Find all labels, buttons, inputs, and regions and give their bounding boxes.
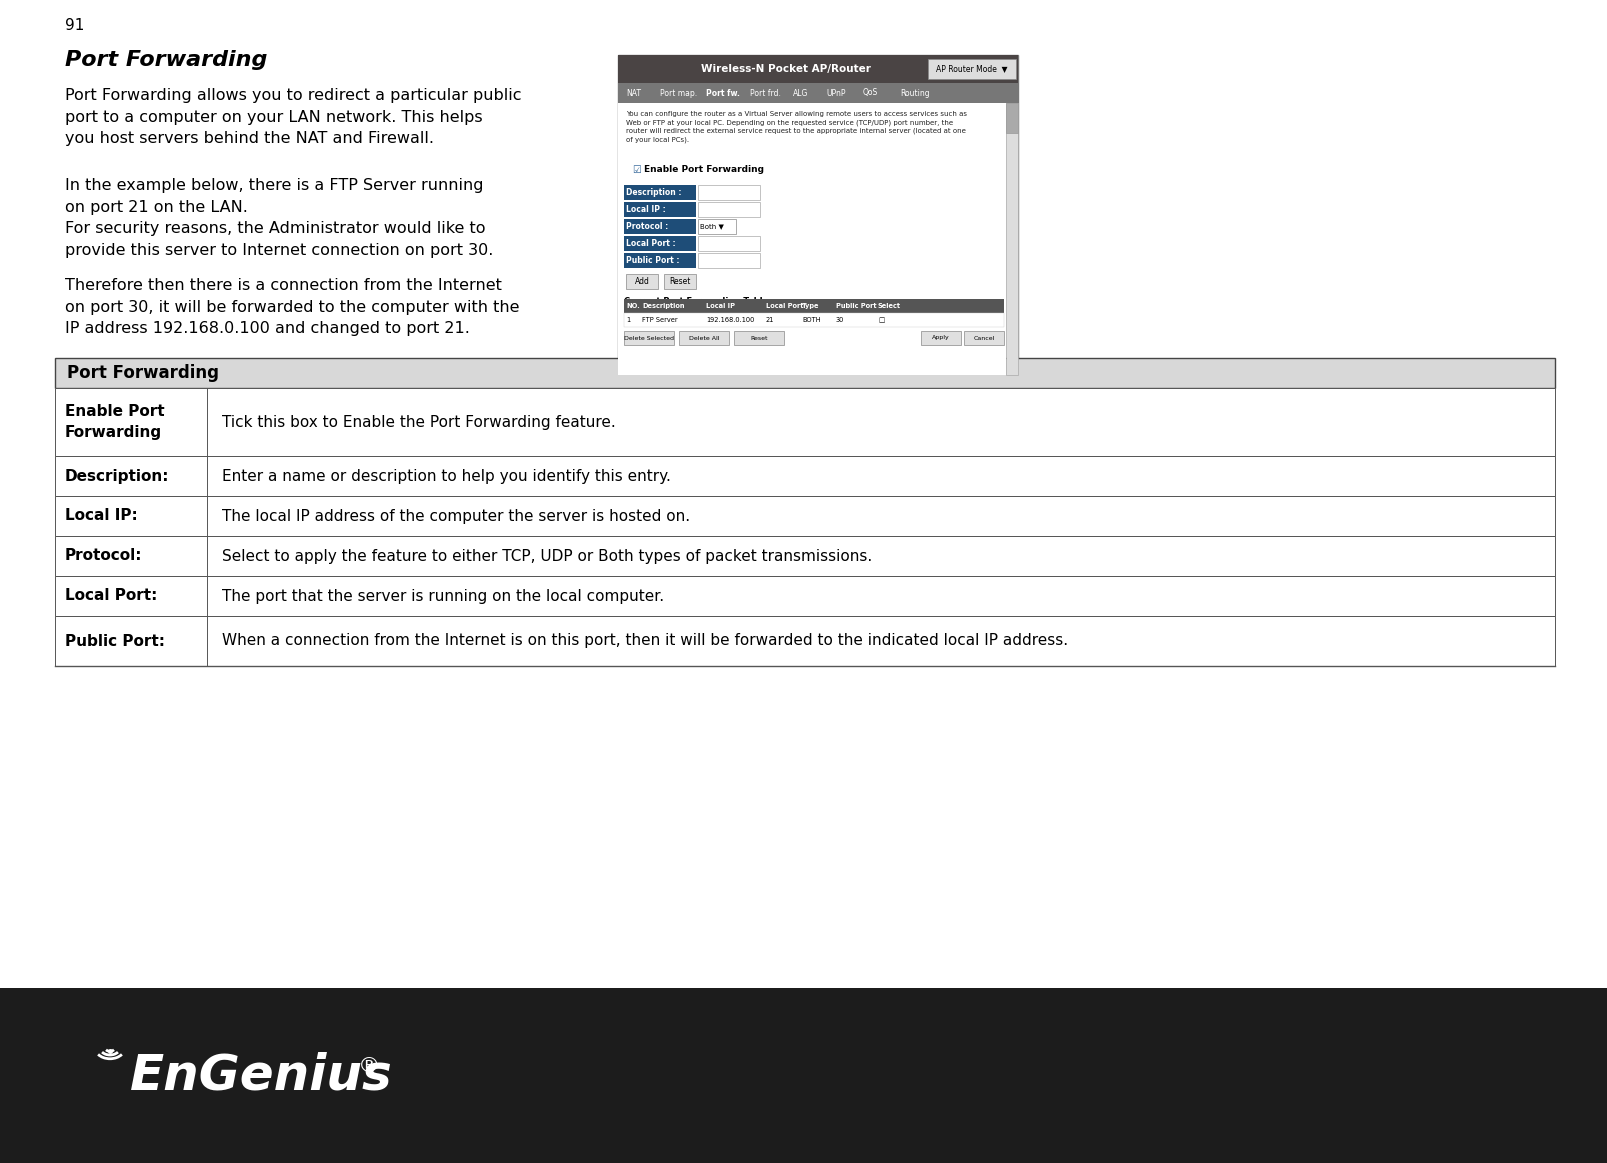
Bar xyxy=(55,536,1556,576)
Bar xyxy=(927,59,1016,79)
Bar xyxy=(921,331,961,345)
Bar xyxy=(55,358,1556,388)
Text: Routing: Routing xyxy=(900,88,929,98)
Text: Port frd.: Port frd. xyxy=(750,88,781,98)
Bar xyxy=(619,104,1006,374)
Text: 21: 21 xyxy=(767,317,775,323)
Bar xyxy=(619,55,1017,83)
Bar xyxy=(55,616,1556,666)
Text: 1: 1 xyxy=(627,317,630,323)
Text: Type: Type xyxy=(802,304,820,309)
Text: UPnP: UPnP xyxy=(826,88,845,98)
Text: FTP Server: FTP Server xyxy=(643,317,678,323)
Text: Description:: Description: xyxy=(64,469,169,484)
Bar xyxy=(964,331,1004,345)
Text: 91: 91 xyxy=(64,17,85,33)
Bar xyxy=(697,254,760,267)
Bar xyxy=(55,456,1556,495)
Bar xyxy=(55,576,1556,616)
Text: Public Port :: Public Port : xyxy=(627,256,680,265)
Text: Reset: Reset xyxy=(669,277,691,286)
Text: In the example below, there is a FTP Server running
on port 21 on the LAN.
For s: In the example below, there is a FTP Ser… xyxy=(64,178,493,258)
Text: Public Port: Public Port xyxy=(836,304,876,309)
Text: QoS: QoS xyxy=(863,88,879,98)
Text: ☑: ☑ xyxy=(632,165,641,174)
Text: EnGenius: EnGenius xyxy=(130,1051,392,1099)
Text: Local Port:: Local Port: xyxy=(64,588,157,604)
Text: Port map.: Port map. xyxy=(660,88,697,98)
Text: ALG: ALG xyxy=(792,88,808,98)
Bar xyxy=(1006,104,1017,374)
Bar xyxy=(624,219,696,234)
Text: AP Router Mode  ▼: AP Router Mode ▼ xyxy=(937,64,1008,73)
Bar xyxy=(624,236,696,251)
Text: ®: ® xyxy=(358,1056,381,1076)
Text: Local IP: Local IP xyxy=(705,304,734,309)
Text: The port that the server is running on the local computer.: The port that the server is running on t… xyxy=(222,588,664,604)
Text: NO.: NO. xyxy=(627,304,640,309)
Bar xyxy=(624,299,1004,313)
Bar xyxy=(697,185,760,200)
Text: Port Forwarding: Port Forwarding xyxy=(67,364,219,381)
Bar xyxy=(697,236,760,251)
Text: Delete All: Delete All xyxy=(689,335,720,341)
Text: Local Port: Local Port xyxy=(767,304,804,309)
Text: Apply: Apply xyxy=(932,335,950,341)
Text: You can configure the router as a Virtual Server allowing remote users to access: You can configure the router as a Virtua… xyxy=(627,110,967,143)
Text: Port Forwarding: Port Forwarding xyxy=(64,50,267,70)
Text: Description :: Description : xyxy=(627,188,681,197)
Text: Both ▼: Both ▼ xyxy=(701,223,723,229)
Text: Delete Selected: Delete Selected xyxy=(624,335,673,341)
Bar xyxy=(0,989,1607,1163)
Text: Enable Port Forwarding: Enable Port Forwarding xyxy=(644,165,763,174)
Text: 30: 30 xyxy=(836,317,844,323)
Bar xyxy=(624,313,1004,327)
Text: Description: Description xyxy=(643,304,685,309)
Text: Protocol :: Protocol : xyxy=(627,222,669,231)
Text: Enter a name or description to help you identify this entry.: Enter a name or description to help you … xyxy=(222,469,670,484)
Bar xyxy=(1006,104,1017,133)
Text: Add: Add xyxy=(635,277,649,286)
Bar xyxy=(627,274,657,288)
Bar xyxy=(734,331,784,345)
Text: Cancel: Cancel xyxy=(974,335,995,341)
Text: Port fw.: Port fw. xyxy=(705,88,739,98)
Bar xyxy=(619,83,1017,104)
Bar xyxy=(624,185,696,200)
Text: Therefore then there is a connection from the Internet
on port 30, it will be fo: Therefore then there is a connection fro… xyxy=(64,278,519,336)
Bar xyxy=(680,331,730,345)
Bar xyxy=(624,202,696,217)
Bar xyxy=(624,331,673,345)
Text: When a connection from the Internet is on this port, then it will be forwarded t: When a connection from the Internet is o… xyxy=(222,634,1069,649)
Text: Wireless-N Pocket AP/Router: Wireless-N Pocket AP/Router xyxy=(701,64,871,74)
Bar xyxy=(55,388,1556,456)
Bar xyxy=(619,55,1017,374)
Text: Reset: Reset xyxy=(750,335,768,341)
Text: Select: Select xyxy=(877,304,902,309)
Text: □: □ xyxy=(877,317,884,323)
Bar xyxy=(664,274,696,288)
Bar xyxy=(697,202,760,217)
Text: Tick this box to Enable the Port Forwarding feature.: Tick this box to Enable the Port Forward… xyxy=(222,414,615,429)
Text: Local IP:: Local IP: xyxy=(64,508,138,523)
Text: BOTH: BOTH xyxy=(802,317,821,323)
Text: Public Port:: Public Port: xyxy=(64,634,166,649)
Text: Enable Port
Forwarding: Enable Port Forwarding xyxy=(64,404,164,440)
Text: Port Forwarding allows you to redirect a particular public
port to a computer on: Port Forwarding allows you to redirect a… xyxy=(64,88,522,147)
Text: Current Port Forwarding Table :: Current Port Forwarding Table : xyxy=(624,297,775,306)
Text: NAT: NAT xyxy=(627,88,641,98)
Text: Local Port :: Local Port : xyxy=(627,240,675,248)
Bar xyxy=(697,219,736,234)
Text: Select to apply the feature to either TCP, UDP or Both types of packet transmiss: Select to apply the feature to either TC… xyxy=(222,549,873,564)
Bar xyxy=(55,495,1556,536)
Text: Protocol:: Protocol: xyxy=(64,549,143,564)
Text: The local IP address of the computer the server is hosted on.: The local IP address of the computer the… xyxy=(222,508,689,523)
Text: 192.168.0.100: 192.168.0.100 xyxy=(705,317,754,323)
Text: Local IP :: Local IP : xyxy=(627,205,665,214)
Bar xyxy=(624,254,696,267)
